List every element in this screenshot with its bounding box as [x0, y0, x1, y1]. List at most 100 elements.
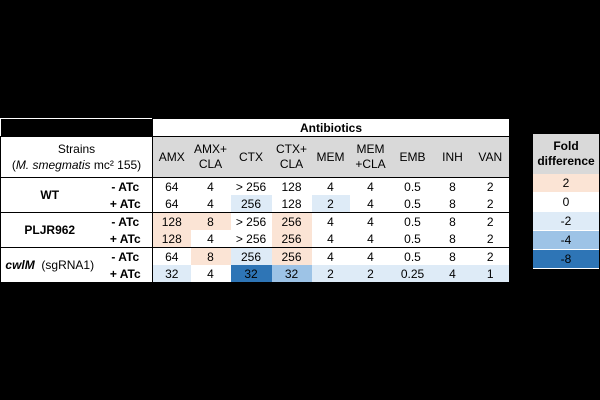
- mic-value: 2: [471, 230, 510, 248]
- mic-value: 256: [271, 247, 312, 265]
- strain-name: cwlM (sgRNA1): [0, 247, 99, 283]
- mic-value: 0.5: [391, 212, 434, 230]
- column-header-line2: CLA: [198, 157, 223, 171]
- column-header-line2: CLA: [279, 157, 304, 171]
- atc-label: - ATc: [98, 212, 153, 230]
- atc-label: + ATc: [98, 265, 153, 283]
- mic-value: 8: [190, 247, 231, 265]
- mic-value: 128: [152, 230, 191, 248]
- mic-value: 0.25: [391, 265, 434, 283]
- legend-title-line2: difference: [537, 154, 595, 168]
- mic-value: 4: [433, 265, 472, 283]
- legend-item: -2: [533, 211, 599, 231]
- mic-value: 0.5: [391, 177, 434, 195]
- mic-value: 32: [271, 265, 312, 283]
- column-header-line2: +CLA: [355, 157, 386, 171]
- column-header: AMX: [152, 136, 191, 178]
- column-header: EMB: [391, 136, 434, 178]
- table-row: + ATc 32 4 32 32 2 2 0.25 4 1: [1, 265, 510, 283]
- atc-label: - ATc: [98, 247, 153, 265]
- column-header: CTX+ CLA: [271, 136, 312, 178]
- column-header: MEM +CLA: [349, 136, 392, 178]
- mic-value: 4: [190, 177, 231, 195]
- column-header-line1: AMX: [158, 149, 185, 164]
- mic-value: 8: [433, 247, 472, 265]
- legend-item: 2: [533, 174, 599, 193]
- mic-value: 4: [190, 265, 231, 283]
- strains-strain: mc² 155): [90, 158, 142, 172]
- mic-value: 2: [471, 212, 510, 230]
- strain-name: PLJR962: [0, 212, 99, 248]
- mic-value: 4: [349, 230, 392, 248]
- mic-value: 4: [311, 212, 350, 230]
- mic-value: 2: [471, 177, 510, 195]
- column-header: MEM: [311, 136, 350, 178]
- table-row: + ATc 128 4 > 256 256 4 4 0.5 8 2: [1, 230, 510, 248]
- mic-value: 2: [349, 265, 392, 283]
- column-header-line1: VAN: [478, 149, 503, 164]
- column-header-line1: INH: [442, 149, 463, 164]
- strains-species: M. smegmatis: [15, 158, 91, 172]
- mic-value: 4: [349, 177, 392, 195]
- mic-value: 0.5: [391, 230, 434, 248]
- fold-difference-legend: Fold difference 2 0 -2 -4 -8: [533, 134, 599, 269]
- legend-item: -4: [533, 230, 599, 250]
- table-row: PLJR962- ATc 128 8 > 256 256 4 4 0.5 8 2: [0, 212, 510, 248]
- mic-value: 64: [152, 247, 191, 265]
- column-header-line1: AMX+: [193, 142, 227, 156]
- mic-value: 4: [349, 247, 392, 265]
- column-header: CTX: [230, 136, 272, 178]
- antibiotics-header: Antibiotics: [152, 118, 510, 137]
- mic-value: 4: [349, 212, 392, 230]
- mic-value: 128: [271, 195, 312, 213]
- mic-value: 8: [433, 212, 472, 230]
- column-header-line1: EMB: [399, 149, 426, 164]
- mic-value: 8: [433, 230, 472, 248]
- mic-value: 4: [311, 247, 350, 265]
- strain-name: WT: [0, 177, 99, 213]
- mic-value: 32: [230, 265, 272, 283]
- mic-value: 32: [152, 265, 191, 283]
- strains-label: Strains: [57, 142, 96, 156]
- mic-value: 0.5: [391, 247, 434, 265]
- mic-value: 2: [471, 247, 510, 265]
- strains-species-line: (M. smegmatis mc² 155): [11, 158, 142, 172]
- column-header-line1: CTX+: [275, 142, 307, 156]
- mic-value: 1: [471, 265, 510, 283]
- mic-value: 8: [433, 195, 472, 213]
- atc-label: - ATc: [98, 177, 153, 195]
- legend-item: 0: [533, 192, 599, 212]
- column-header: AMX+ CLA: [190, 136, 231, 178]
- mic-value: 8: [433, 177, 472, 195]
- mic-value: 4: [311, 230, 350, 248]
- mic-value: 4: [190, 195, 231, 213]
- mic-value: > 256: [230, 230, 272, 248]
- column-header: INH: [433, 136, 472, 178]
- atc-label: + ATc: [98, 195, 153, 213]
- strain-gene: cwlM: [5, 258, 35, 272]
- legend-item: -8: [533, 249, 599, 269]
- table-row: WT - ATc 64 4 > 256 128 4 4 0.5 8 2: [0, 177, 510, 213]
- strains-header: Strains (M. smegmatis mc² 155): [0, 136, 153, 178]
- mic-value: 256: [271, 212, 312, 230]
- atc-label: + ATc: [98, 230, 153, 248]
- mic-value: 128: [271, 177, 312, 195]
- column-header-line1: MEM: [356, 142, 385, 156]
- mic-value: 2: [311, 265, 350, 283]
- mic-value: 2: [471, 195, 510, 213]
- table-row: cwlM (sgRNA1) - ATc 64 8 256 256 4 4 0.5 8 2: [0, 247, 510, 283]
- mic-value: 128: [152, 212, 191, 230]
- column-header: VAN: [471, 136, 510, 178]
- legend-title: Fold difference: [533, 134, 599, 174]
- mic-value: 4: [349, 195, 392, 213]
- mic-value: 4: [311, 177, 350, 195]
- mic-value: 8: [190, 212, 231, 230]
- mic-value: 256: [230, 247, 272, 265]
- mic-value: 256: [230, 195, 272, 213]
- mic-value: 0.5: [391, 195, 434, 213]
- mic-value: 2: [311, 195, 350, 213]
- legend-title-line1: Fold: [553, 139, 579, 153]
- mic-value: 256: [271, 230, 312, 248]
- column-header-line1: MEM: [316, 149, 345, 164]
